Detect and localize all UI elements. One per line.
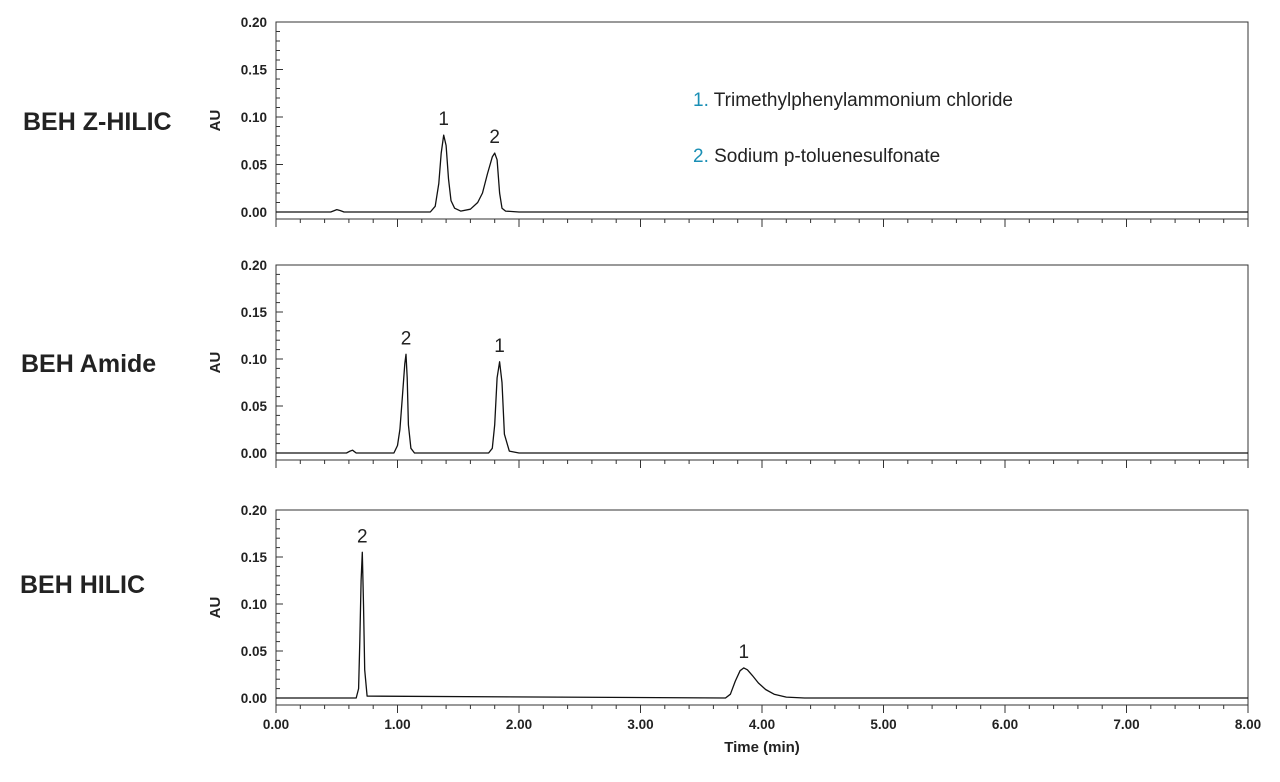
y-tick-label: 0.05 (241, 644, 268, 659)
x-tick-label: 4.00 (749, 717, 775, 732)
panel-label-hilic: BEH HILIC (20, 571, 145, 599)
chromatogram-trace (276, 551, 1248, 699)
y-tick-label: 0.00 (241, 691, 267, 706)
legend-text: Sodium p-toluenesulfonate (714, 146, 940, 167)
y-axis-label: AU (207, 352, 224, 374)
y-tick-label: 0.05 (241, 399, 268, 414)
x-tick-label: 7.00 (1113, 717, 1139, 732)
y-tick-label: 0.00 (241, 205, 267, 220)
legend-text: Trimethylphenylammonium chloride (714, 90, 1013, 111)
x-tick-label: 2.00 (506, 717, 532, 732)
x-tick-label: 8.00 (1235, 717, 1261, 732)
peak-label: 2 (489, 127, 500, 148)
peak-label: 1 (494, 336, 505, 357)
plot-frame-0 (275, 21, 1249, 220)
y-tick-label: 0.20 (241, 503, 267, 518)
y-tick-label: 0.10 (241, 110, 267, 125)
x-tick-label: 3.00 (627, 717, 653, 732)
chromatogram-trace (276, 134, 1248, 213)
y-tick-label: 0.10 (241, 352, 267, 367)
x-tick-label: 5.00 (870, 717, 896, 732)
peak-label: 1 (738, 642, 749, 663)
panel-label-amide: BEH Amide (21, 350, 157, 378)
y-tick-label: 0.15 (241, 305, 268, 320)
x-axis-label: Time (min) (724, 739, 800, 756)
plot-frame-1 (275, 264, 1249, 461)
y-tick-label: 0.20 (241, 258, 267, 273)
legend-number: 2. (693, 146, 714, 167)
plot-frame-2 (275, 509, 1249, 706)
x-tick-label: 1.00 (384, 717, 410, 732)
x-tick-label: 6.00 (992, 717, 1018, 732)
y-axis-label: AU (207, 110, 224, 132)
y-tick-label: 0.20 (241, 15, 267, 30)
legend-entry: 2. Sodium p-toluenesulfonate (693, 146, 940, 167)
chromatogram-trace (276, 353, 1248, 454)
y-tick-label: 0.10 (241, 597, 267, 612)
y-tick-label: 0.15 (241, 550, 268, 565)
peak-label: 2 (401, 328, 412, 349)
panel-label-z-hilic: BEH Z-HILIC (23, 108, 172, 136)
y-axis-label: AU (207, 597, 224, 619)
y-tick-label: 0.15 (241, 63, 268, 78)
legend-entry: 1. Trimethylphenylammonium chloride (693, 90, 1013, 111)
y-tick-label: 0.00 (241, 446, 267, 461)
legend-number: 1. (693, 90, 714, 111)
x-tick-label: 0.00 (263, 717, 289, 732)
y-tick-label: 0.05 (241, 158, 268, 173)
peak-label: 1 (438, 109, 449, 130)
peak-label: 2 (357, 526, 368, 547)
